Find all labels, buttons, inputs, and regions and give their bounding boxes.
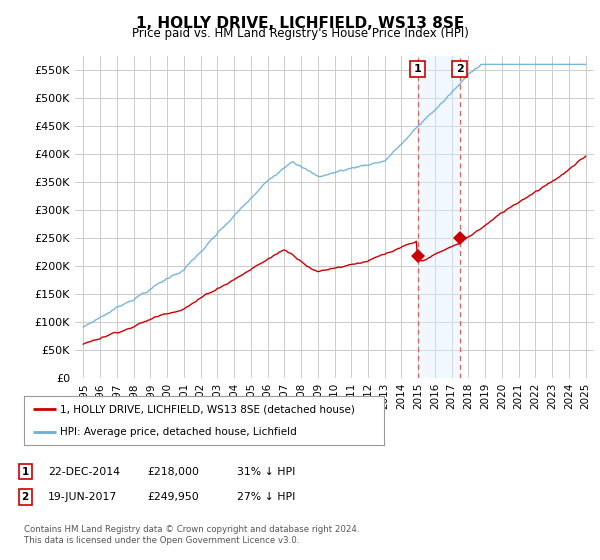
Bar (418, 56, 460, 378)
Text: 2: 2 (455, 64, 463, 74)
Text: 27% ↓ HPI: 27% ↓ HPI (237, 492, 295, 502)
Text: HPI: Average price, detached house, Lichfield: HPI: Average price, detached house, Lich… (60, 427, 297, 437)
Text: £218,000: £218,000 (147, 466, 199, 477)
Text: 1, HOLLY DRIVE, LICHFIELD, WS13 8SE: 1, HOLLY DRIVE, LICHFIELD, WS13 8SE (136, 16, 464, 31)
Text: 31% ↓ HPI: 31% ↓ HPI (237, 466, 295, 477)
Text: 19-JUN-2017: 19-JUN-2017 (48, 492, 117, 502)
Text: 2: 2 (22, 492, 29, 502)
Text: 22-DEC-2014: 22-DEC-2014 (48, 466, 120, 477)
Text: 1: 1 (414, 64, 422, 74)
Text: £249,950: £249,950 (147, 492, 199, 502)
Text: Price paid vs. HM Land Registry's House Price Index (HPI): Price paid vs. HM Land Registry's House … (131, 27, 469, 40)
Text: Contains HM Land Registry data © Crown copyright and database right 2024.
This d: Contains HM Land Registry data © Crown c… (24, 525, 359, 545)
Text: 1, HOLLY DRIVE, LICHFIELD, WS13 8SE (detached house): 1, HOLLY DRIVE, LICHFIELD, WS13 8SE (det… (60, 404, 355, 414)
Text: 1: 1 (22, 466, 29, 477)
